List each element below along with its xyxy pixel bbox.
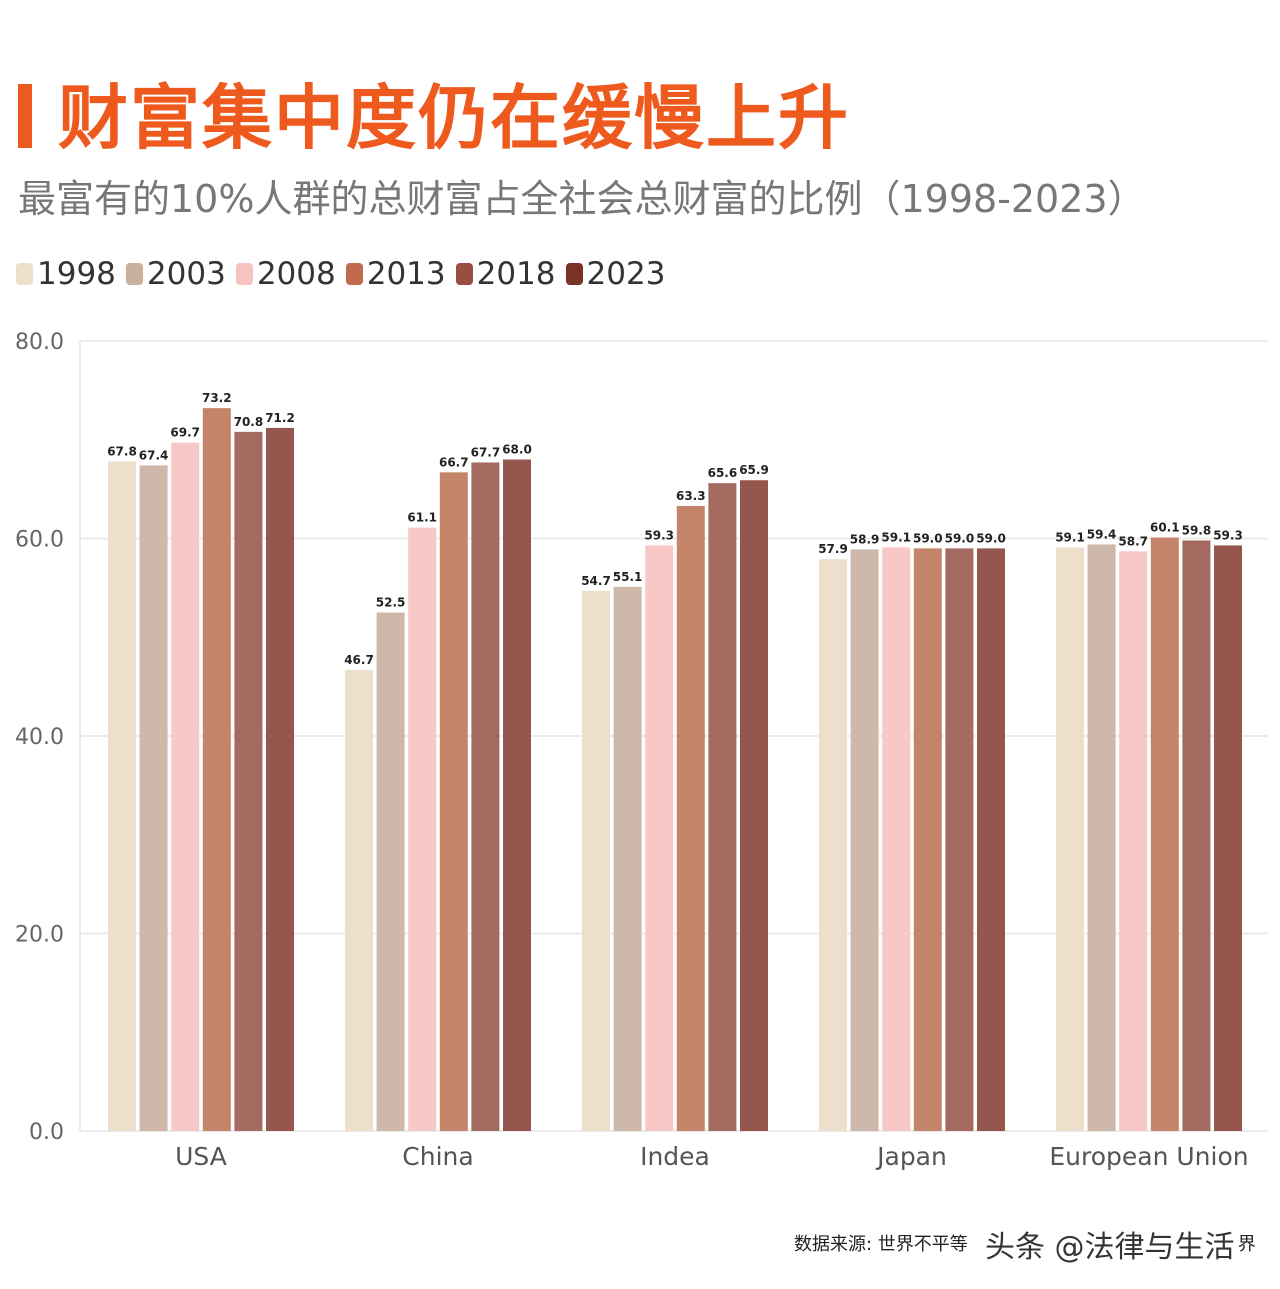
- data-label: 59.8: [1182, 523, 1212, 537]
- legend-label: 2023: [586, 256, 666, 292]
- data-label: 61.1: [407, 511, 437, 525]
- legend-item-2023: 2023: [565, 256, 666, 292]
- data-label: 58.9: [850, 532, 880, 546]
- source-text-start: 数据来源: 世界不平等: [794, 1234, 968, 1255]
- legend-swatch: [125, 263, 143, 285]
- bar-china-2018: [471, 462, 500, 1131]
- x-tick-label: Indea: [640, 1142, 710, 1171]
- data-label: 67.7: [471, 445, 501, 459]
- chart-subtitle: 最富有的10%人群的总财富占全社会总财富的比例（1998-2023）: [18, 177, 1146, 221]
- legend-label: 2018: [476, 256, 556, 292]
- bar-european-union-2003: [1087, 544, 1116, 1131]
- legend-swatch: [565, 263, 583, 285]
- chart-title: 财富集中度仍在缓慢上升: [18, 62, 850, 163]
- bar-japan-2013: [913, 548, 942, 1131]
- data-label: 57.9: [818, 542, 848, 556]
- data-label: 59.1: [881, 530, 911, 544]
- legend-item-1998: 1998: [16, 256, 116, 292]
- x-tick-label: USA: [175, 1142, 227, 1171]
- bar-china-2003: [376, 612, 405, 1131]
- data-label: 58.7: [1118, 534, 1148, 548]
- source-text-end: 界: [1237, 1234, 1256, 1255]
- legend-item-2003: 2003: [125, 256, 226, 292]
- data-label: 52.5: [376, 596, 406, 610]
- bar-indea-2013: [676, 505, 705, 1132]
- bar-usa-2008: [171, 442, 200, 1131]
- bar-indea-1998: [582, 590, 610, 1131]
- y-tick-label: 0.0: [29, 1120, 64, 1145]
- data-label: 66.7: [439, 455, 469, 469]
- data-label: 73.2: [202, 391, 232, 405]
- source-note: 数据来源: 世界不平等 界: [794, 1230, 1256, 1256]
- data-label: 70.8: [234, 415, 264, 429]
- legend-item-2013: 2013: [345, 256, 446, 292]
- x-tick-label: China: [402, 1142, 473, 1171]
- bar-japan-1998: [819, 559, 847, 1131]
- legend-item-2008: 2008: [235, 256, 336, 292]
- title-accent-bar: [18, 84, 32, 148]
- data-label: 59.3: [1213, 528, 1243, 542]
- legend-swatch: [235, 263, 253, 285]
- bar-japan-2018: [945, 548, 974, 1131]
- chart-title-text: 财富集中度仍在缓慢上升: [58, 77, 850, 159]
- legend-label: 1998: [37, 256, 116, 292]
- bar-indea-2003: [613, 586, 642, 1131]
- y-tick-label: 20.0: [15, 923, 64, 948]
- data-label: 55.1: [613, 570, 643, 584]
- legend-swatch: [16, 263, 33, 285]
- bar-china-2008: [408, 527, 437, 1131]
- legend-swatch: [455, 263, 473, 285]
- bar-european-union-1998: [1056, 547, 1084, 1131]
- watermark: 头条 @法律与生活: [985, 1230, 1235, 1265]
- data-label: 69.7: [170, 426, 200, 440]
- legend-label: 2008: [256, 256, 336, 292]
- legend-item-2018: 2018: [455, 256, 556, 292]
- legend: 1998 2003 2008 2013 2018 2023: [16, 256, 665, 292]
- data-label: 68.0: [502, 443, 532, 457]
- data-label: 46.7: [344, 653, 374, 667]
- data-label: 59.0: [945, 531, 975, 545]
- x-tick-label: Japan: [875, 1142, 947, 1171]
- bar-usa-2003: [139, 465, 168, 1131]
- bar-european-union-2008: [1119, 551, 1148, 1131]
- data-label: 54.7: [581, 574, 611, 588]
- data-label: 63.3: [676, 489, 706, 503]
- y-tick-label: 40.0: [15, 725, 64, 750]
- bar-usa-2023: [266, 427, 294, 1131]
- y-tick-label: 80.0: [15, 330, 64, 355]
- bar-indea-2023: [740, 480, 768, 1131]
- data-label: 59.1: [1055, 530, 1085, 544]
- x-tick-label: European Union: [1049, 1142, 1248, 1171]
- bar-china-2013: [439, 472, 468, 1131]
- data-label: 60.1: [1150, 521, 1180, 535]
- data-label: 59.4: [1087, 527, 1117, 541]
- y-tick-label: 60.0: [15, 528, 64, 553]
- bar-european-union-2023: [1214, 545, 1242, 1131]
- legend-label: 2013: [366, 256, 446, 292]
- bar-japan-2003: [850, 549, 879, 1131]
- bar-usa-1998: [108, 461, 136, 1132]
- bar-japan-2008: [882, 547, 911, 1131]
- data-label: 67.8: [107, 444, 137, 458]
- bar-china-1998: [345, 669, 373, 1131]
- bar-european-union-2018: [1182, 540, 1211, 1131]
- bar-indea-2018: [708, 483, 737, 1131]
- data-label: 59.0: [976, 531, 1006, 545]
- legend-label: 2003: [146, 256, 226, 292]
- bar-usa-2018: [234, 431, 263, 1132]
- bar-usa-2013: [202, 408, 231, 1131]
- bar-indea-2008: [645, 545, 674, 1131]
- bar-european-union-2013: [1150, 537, 1179, 1131]
- legend-swatch: [345, 263, 363, 285]
- data-label: 65.9: [739, 463, 769, 477]
- bar-japan-2023: [977, 548, 1005, 1131]
- data-label: 59.0: [913, 531, 943, 545]
- data-label: 65.6: [708, 466, 738, 480]
- data-label: 67.4: [139, 448, 169, 462]
- bar-china-2023: [503, 459, 531, 1131]
- data-label: 71.2: [265, 411, 295, 425]
- data-label: 59.3: [644, 528, 674, 542]
